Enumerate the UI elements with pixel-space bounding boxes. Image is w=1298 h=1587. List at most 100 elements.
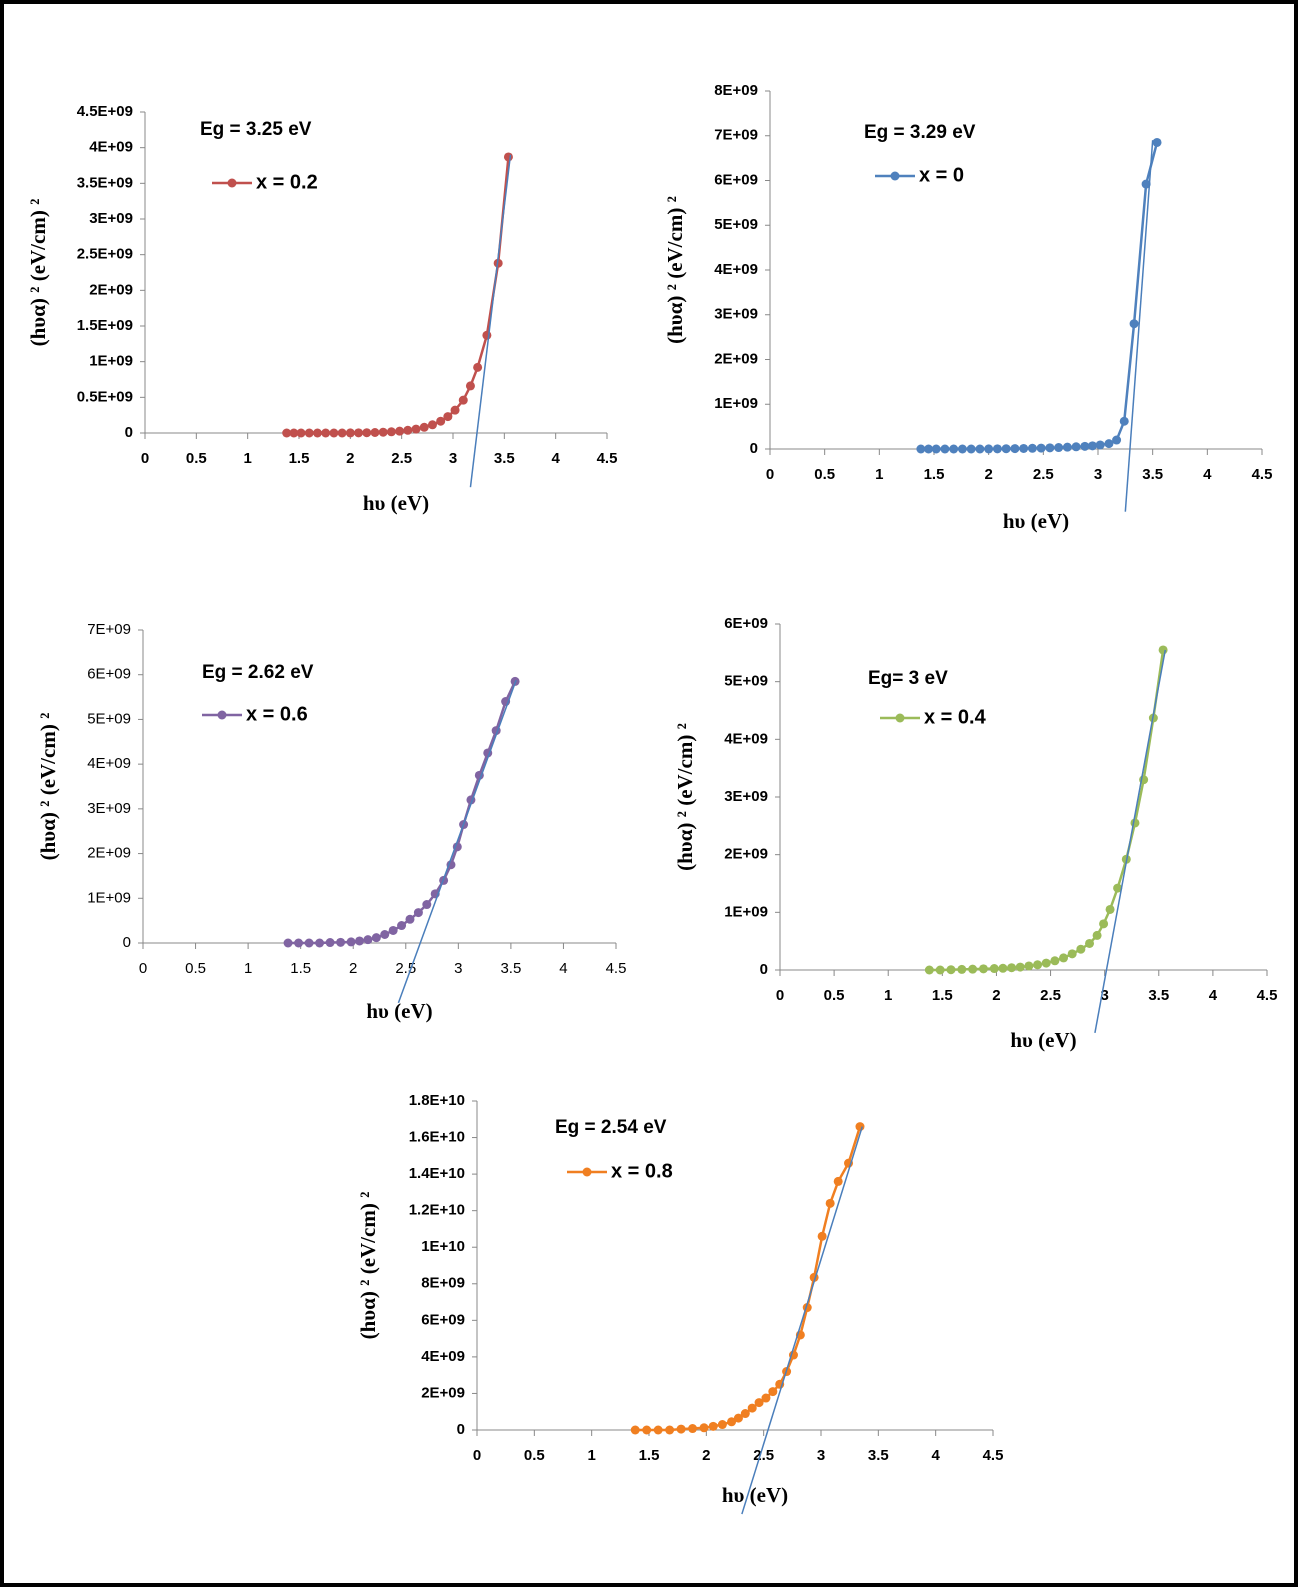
chart: 0 1E+09 2E+09 3E+09 4E+09 5E+09 6E+09 0 0.5 1 1.5 2… — [673, 615, 1278, 1052]
y-tick-label: 1E+09 — [89, 353, 133, 370]
data-point — [833, 1176, 843, 1186]
x-tick-label: 3.5 — [1142, 466, 1163, 483]
x-tick-label: 1.5 — [924, 466, 945, 483]
data-point — [1085, 938, 1095, 948]
x-tick-label: 0 — [473, 1447, 481, 1464]
data-point — [968, 964, 978, 974]
x-axis-title: hυ (eV) — [1010, 1028, 1076, 1052]
y-tick-label: 4E+09 — [89, 139, 133, 156]
legend-marker — [895, 713, 905, 723]
chart: 0 1E+09 2E+09 3E+09 4E+09 5E+09 6E+09 7E+09 8E+0… — [663, 82, 1273, 533]
x-tick-label: 3 — [817, 1447, 825, 1464]
y-tick-label: 6E+09 — [724, 615, 768, 632]
data-point — [315, 938, 325, 948]
y-tick-label: 0 — [750, 440, 758, 457]
data-point — [304, 938, 314, 948]
x-tick-label: 4.5 — [1257, 987, 1278, 1004]
data-point — [503, 152, 513, 162]
data-point — [465, 381, 475, 391]
legend-label: x = 0.8 — [611, 1160, 673, 1182]
data-point — [380, 930, 390, 940]
x-tick-label: 2 — [702, 1447, 710, 1464]
x-tick-label: 2 — [984, 466, 992, 483]
data-point — [282, 428, 292, 438]
y-tick-label: 1E+10 — [421, 1238, 465, 1255]
data-point — [946, 965, 956, 975]
data-point — [283, 938, 293, 948]
data-point — [966, 444, 976, 454]
y-axis-title: (hυα) ² (eV/cm) ² — [663, 196, 687, 344]
x-tick-label: 0.5 — [814, 466, 835, 483]
y-tick-label: 5E+09 — [714, 216, 758, 233]
y-tick-label: 2E+09 — [421, 1384, 465, 1401]
y-tick-label: 0 — [125, 424, 133, 441]
data-point — [931, 444, 941, 454]
data-point — [422, 900, 432, 910]
x-tick-label: 2.5 — [395, 960, 416, 977]
data-point — [957, 444, 967, 454]
data-point — [699, 1423, 709, 1433]
data-point — [312, 428, 322, 438]
data-point — [329, 428, 339, 438]
data-point — [916, 444, 926, 454]
data-point — [653, 1425, 663, 1435]
data-point — [740, 1409, 750, 1419]
data-point — [630, 1425, 640, 1435]
data-point — [436, 416, 446, 426]
data-point — [1062, 442, 1072, 452]
data-point — [1019, 443, 1029, 453]
y-tick-label: 1E+09 — [87, 889, 131, 906]
data-point — [294, 938, 304, 948]
legend-marker — [227, 178, 237, 188]
tangent-line — [397, 679, 517, 1004]
data-point — [825, 1198, 835, 1208]
data-point — [289, 428, 299, 438]
y-tick-label: 3E+09 — [89, 210, 133, 227]
data-point — [321, 428, 331, 438]
data-point — [761, 1393, 771, 1403]
data-point — [1088, 441, 1098, 451]
data-point — [325, 938, 335, 948]
y-tick-label: 2E+09 — [724, 846, 768, 863]
x-tick-label: 0 — [766, 466, 774, 483]
data-point — [1104, 439, 1114, 449]
chart: 0 1E+09 2E+09 3E+09 4E+09 5E+09 6E+09 7E+09 0 0.5… — [36, 621, 627, 1023]
x-axis-title: hυ (eV) — [366, 999, 432, 1023]
x-tick-label: 2.5 — [753, 1447, 774, 1464]
data-point — [1141, 179, 1151, 189]
legend-label: x = 0.4 — [924, 706, 987, 728]
data-point — [1158, 645, 1168, 655]
y-tick-label: 1.8E+10 — [409, 1092, 465, 1109]
data-point — [363, 935, 373, 945]
data-point — [388, 925, 398, 935]
data-point — [296, 428, 306, 438]
data-point — [1080, 441, 1090, 451]
data-point — [1007, 963, 1017, 973]
data-point — [998, 963, 1008, 973]
y-tick-label: 4.5E+09 — [77, 103, 133, 120]
legend-marker — [890, 171, 900, 181]
y-tick-label: 8E+09 — [421, 1275, 465, 1292]
y-tick-label: 3E+09 — [87, 800, 131, 817]
y-tick-label: 1E+09 — [714, 395, 758, 412]
tangent-line — [1124, 140, 1154, 512]
x-tick-label: 4.5 — [983, 1447, 1004, 1464]
y-tick-label: 4E+09 — [87, 755, 131, 772]
x-tick-label: 4 — [1203, 466, 1212, 483]
data-point — [371, 933, 381, 943]
legend-label: x = 0 — [919, 164, 964, 186]
y-tick-label: 7E+09 — [87, 621, 131, 638]
data-point — [355, 936, 365, 946]
data-point — [337, 428, 347, 438]
data-point — [1099, 919, 1109, 929]
y-tick-label: 1.6E+10 — [409, 1129, 465, 1146]
series-line — [920, 142, 1159, 451]
data-point — [395, 426, 405, 436]
series-line — [286, 156, 510, 435]
x-tick-label: 0 — [139, 960, 147, 977]
y-tick-label: 0 — [760, 961, 768, 978]
y-tick-label: 5E+09 — [87, 710, 131, 727]
data-point — [1001, 444, 1011, 454]
annotation: Eg = 2.62 eV — [202, 662, 314, 683]
